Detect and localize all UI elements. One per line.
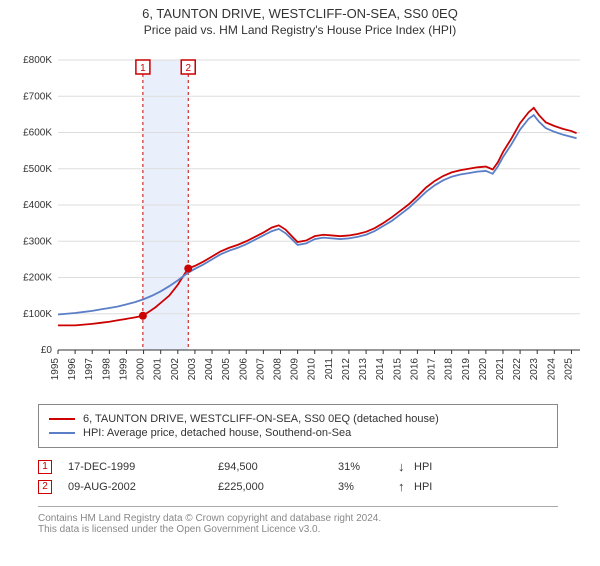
svg-text:1: 1 <box>140 63 146 74</box>
svg-text:2017: 2017 <box>427 358 438 381</box>
sale-marker-icon: 1 <box>38 460 52 474</box>
svg-text:£400K: £400K <box>23 200 52 211</box>
svg-text:2025: 2025 <box>563 358 574 381</box>
svg-text:£500K: £500K <box>23 164 52 175</box>
sale-hpi: HPI <box>414 461 432 473</box>
sale-rows: 1 17-DEC-1999 £94,500 31% ↓ HPI 2 09-AUG… <box>38 454 432 499</box>
sale-price: £225,000 <box>218 481 338 493</box>
sale-date: 09-AUG-2002 <box>68 481 218 493</box>
chart-subtitle: Price paid vs. HM Land Registry's House … <box>0 23 600 37</box>
sale-date: 17-DEC-1999 <box>68 461 218 473</box>
svg-text:£0: £0 <box>41 345 53 356</box>
arrow-icon: ↑ <box>398 479 414 494</box>
svg-text:1995: 1995 <box>50 358 61 381</box>
svg-text:£300K: £300K <box>23 236 52 247</box>
legend-label: HPI: Average price, detached house, Sout… <box>83 427 351 439</box>
sale-hpi: HPI <box>414 481 432 493</box>
svg-text:1999: 1999 <box>118 358 129 381</box>
svg-text:1997: 1997 <box>84 358 95 381</box>
svg-text:2008: 2008 <box>272 358 283 381</box>
svg-text:2013: 2013 <box>358 358 369 381</box>
svg-text:2012: 2012 <box>341 358 352 381</box>
legend-swatch <box>49 432 75 434</box>
svg-text:2022: 2022 <box>512 358 523 381</box>
svg-text:£100K: £100K <box>23 309 52 320</box>
legend-item: HPI: Average price, detached house, Sout… <box>49 427 547 439</box>
chart: £0 £100K £200K £300K £400K £500K £600K £700K £80… <box>10 50 590 390</box>
legend: 6, TAUNTON DRIVE, WESTCLIFF-ON-SEA, SS0 … <box>38 404 558 448</box>
sale-marker-icon: 2 <box>38 480 52 494</box>
svg-text:2004: 2004 <box>204 358 215 381</box>
svg-text:2016: 2016 <box>409 358 420 381</box>
svg-text:1998: 1998 <box>101 358 112 381</box>
svg-text:2007: 2007 <box>255 358 266 381</box>
svg-text:2006: 2006 <box>238 358 249 381</box>
svg-text:2021: 2021 <box>495 358 506 381</box>
svg-text:2003: 2003 <box>187 358 198 381</box>
footnote: Contains HM Land Registry data © Crown c… <box>38 506 558 535</box>
svg-text:2005: 2005 <box>221 358 232 381</box>
chart-title: 6, TAUNTON DRIVE, WESTCLIFF-ON-SEA, SS0 … <box>0 6 600 21</box>
footnote-line: This data is licensed under the Open Gov… <box>38 524 558 535</box>
svg-text:2011: 2011 <box>324 358 335 380</box>
footnote-line: Contains HM Land Registry data © Crown c… <box>38 513 558 524</box>
svg-text:£800K: £800K <box>23 55 52 66</box>
svg-text:2018: 2018 <box>444 358 455 381</box>
sale-marker-number: 2 <box>42 481 48 492</box>
sale-pct: 3% <box>338 481 398 493</box>
svg-text:1996: 1996 <box>67 358 78 381</box>
svg-text:2000: 2000 <box>136 358 147 381</box>
sale-marker-number: 1 <box>42 461 48 472</box>
svg-text:2015: 2015 <box>392 358 403 381</box>
svg-text:2023: 2023 <box>529 358 540 381</box>
svg-text:2010: 2010 <box>307 358 318 381</box>
legend-label: 6, TAUNTON DRIVE, WESTCLIFF-ON-SEA, SS0 … <box>83 413 439 425</box>
chart-svg: £0 £100K £200K £300K £400K £500K £600K £700K £80… <box>10 50 590 390</box>
sale-pct: 31% <box>338 461 398 473</box>
arrow-icon: ↓ <box>398 459 414 474</box>
svg-text:2001: 2001 <box>153 358 164 381</box>
svg-text:£700K: £700K <box>23 91 52 102</box>
legend-item: 6, TAUNTON DRIVE, WESTCLIFF-ON-SEA, SS0 … <box>49 413 547 425</box>
svg-text:2014: 2014 <box>375 358 386 381</box>
svg-text:2002: 2002 <box>170 358 181 381</box>
sale-price: £94,500 <box>218 461 338 473</box>
svg-text:£200K: £200K <box>23 273 52 284</box>
svg-text:2009: 2009 <box>290 358 301 381</box>
legend-swatch <box>49 418 75 420</box>
svg-text:2019: 2019 <box>461 358 472 381</box>
svg-text:2: 2 <box>185 63 191 74</box>
svg-text:2024: 2024 <box>546 358 557 381</box>
sale-row: 1 17-DEC-1999 £94,500 31% ↓ HPI <box>38 459 432 474</box>
svg-text:2020: 2020 <box>478 358 489 381</box>
svg-text:£600K: £600K <box>23 128 52 139</box>
sale-row: 2 09-AUG-2002 £225,000 3% ↑ HPI <box>38 479 432 494</box>
